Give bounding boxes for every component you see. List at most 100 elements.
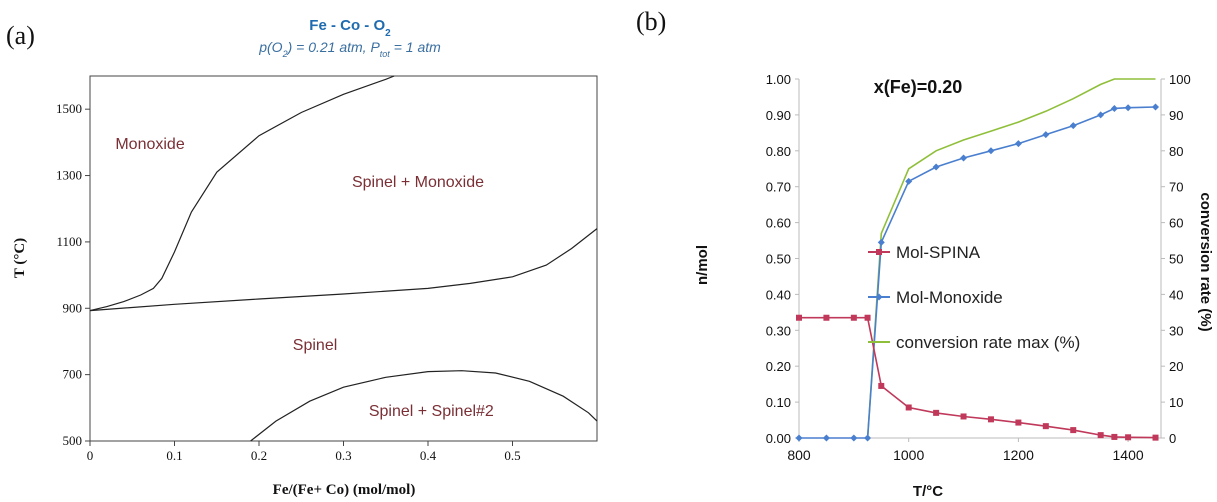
y-tick-label: 0.00 bbox=[766, 431, 791, 446]
phase-region-labels: Monoxide Spinel + Monoxide Spinel Spinel + … bbox=[115, 136, 494, 420]
data-point bbox=[933, 409, 940, 416]
data-point bbox=[1152, 434, 1159, 441]
legend-swatch-marker bbox=[875, 293, 883, 301]
y-tick-label: 0.60 bbox=[766, 216, 791, 231]
y-tick-label: 500 bbox=[63, 433, 83, 448]
x-tick-label: 800 bbox=[787, 447, 811, 463]
region-label: Spinel + Monoxide bbox=[352, 174, 484, 191]
y2-tick-label: 90 bbox=[1169, 108, 1183, 123]
conversion-chart-title: x(Fe)=0.20 bbox=[874, 77, 963, 97]
y2-tick-label: 70 bbox=[1169, 180, 1183, 195]
y2-tick-label: 80 bbox=[1169, 144, 1183, 159]
conversion-chart-series bbox=[795, 78, 1160, 442]
legend-item: Mol-SPINA bbox=[868, 243, 981, 262]
data-point bbox=[1070, 427, 1077, 434]
x-tick-label: 0 bbox=[87, 448, 94, 463]
y-tick-label: 1.00 bbox=[766, 72, 791, 87]
legend-label: Mol-Monoxide bbox=[896, 288, 1003, 307]
y2-tick-label: 10 bbox=[1169, 395, 1183, 410]
y-tick-label: 0.80 bbox=[766, 144, 791, 159]
y2-tick-label: 20 bbox=[1169, 359, 1183, 374]
phase-boundary-3 bbox=[250, 370, 598, 442]
data-point bbox=[878, 382, 885, 389]
series-conversion-rate-max bbox=[866, 78, 1156, 439]
y2-tick-label: 40 bbox=[1169, 287, 1183, 302]
series-line bbox=[799, 106, 1156, 439]
conversion-chart-y-ticks: 0.00 0.10 0.20 0.30 0.40 0.50 0.60 0.70 0.80 0.90… bbox=[766, 72, 799, 446]
conversion-chart-y2-axis-label: conversion rate (%) bbox=[1197, 192, 1214, 331]
phase-diagram-title: Fe - Co - O2 bbox=[309, 17, 391, 39]
panel-a: (a) Fe - Co - O2 p(O2) = 0.21 atm, Ptot … bbox=[6, 17, 598, 498]
conversion-chart-legend: Mol-SPINA Mol-Monoxide conversion rate max… bbox=[868, 243, 1080, 352]
x-tick-label: 1400 bbox=[1113, 447, 1144, 463]
data-point bbox=[864, 434, 872, 442]
legend-label: Mol-SPINA bbox=[896, 243, 981, 262]
y2-tick-label: 0 bbox=[1169, 431, 1176, 446]
data-point bbox=[905, 404, 912, 411]
y-tick-label: 0.70 bbox=[766, 180, 791, 195]
phase-boundary-curves bbox=[89, 75, 598, 442]
data-point bbox=[1097, 432, 1104, 439]
y-tick-label: 0.90 bbox=[766, 108, 791, 123]
phase-diagram-plot-frame bbox=[89, 75, 598, 442]
y-tick-label: 0.20 bbox=[766, 359, 791, 374]
x-tick-label: 1200 bbox=[1003, 447, 1034, 463]
region-label: Monoxide bbox=[115, 136, 184, 153]
data-point bbox=[1042, 131, 1050, 139]
data-point bbox=[1097, 111, 1105, 119]
y2-tick-label: 50 bbox=[1169, 252, 1183, 267]
data-point bbox=[1110, 104, 1118, 112]
data-point bbox=[1124, 104, 1132, 112]
region-label: Spinel bbox=[293, 337, 337, 354]
series-line bbox=[799, 316, 1156, 439]
data-point bbox=[932, 163, 940, 171]
y2-tick-label: 60 bbox=[1169, 216, 1183, 231]
data-point bbox=[960, 413, 967, 420]
x-tick-label: 0.3 bbox=[335, 448, 351, 463]
series-mol-monoxide bbox=[795, 103, 1160, 442]
data-point bbox=[905, 177, 913, 185]
data-point bbox=[987, 416, 994, 423]
data-point bbox=[1015, 419, 1022, 426]
panel-b: (b) x(Fe)=0.20 800 1000 1200 1400 0.000.100… bbox=[636, 7, 1214, 500]
data-point bbox=[795, 434, 803, 442]
panel-label-b: (b) bbox=[636, 7, 666, 36]
data-point bbox=[1152, 103, 1160, 111]
x-tick-label: 0.5 bbox=[504, 448, 520, 463]
legend-item: conversion rate max (%) bbox=[868, 333, 1080, 352]
data-point bbox=[1125, 434, 1132, 441]
y-tick-label: 0.50 bbox=[766, 252, 791, 267]
conversion-chart-y-axis-label: n/mol bbox=[694, 245, 711, 285]
series-line bbox=[866, 78, 1156, 439]
x-tick-label: 1000 bbox=[893, 447, 924, 463]
series-mol-spina bbox=[796, 314, 1159, 441]
data-point bbox=[796, 314, 802, 321]
data-point bbox=[1014, 140, 1022, 148]
y-tick-label: 0.30 bbox=[766, 323, 791, 338]
conversion-chart-x-ticks: 800 1000 1200 1400 bbox=[787, 438, 1144, 463]
legend-swatch-marker bbox=[876, 249, 882, 255]
data-point bbox=[822, 434, 830, 442]
conversion-chart-y2-ticks: 0 10 20 30 40 50 60 70 80 90 100 bbox=[1161, 72, 1191, 446]
conversion-chart-x-axis-label: T/°C bbox=[913, 483, 943, 500]
data-point bbox=[877, 238, 885, 246]
phase-diagram-x-ticks: 0 0.1 0.2 0.3 0.4 0.5 bbox=[87, 441, 521, 463]
y-tick-label: 1300 bbox=[56, 168, 82, 183]
legend-item: Mol-Monoxide bbox=[868, 288, 1003, 307]
phase-diagram-y-axis-label: T (°C) bbox=[12, 238, 28, 278]
phase-diagram-x-axis-label: Fe/(Fe+ Co) (mol/mol) bbox=[273, 482, 416, 498]
phase-diagram-y-ticks: 500 700 900 1100 1300 1500 bbox=[56, 101, 90, 448]
phase-boundary-2 bbox=[89, 228, 598, 312]
y-tick-label: 1500 bbox=[56, 101, 82, 116]
x-tick-label: 0.1 bbox=[166, 448, 182, 463]
legend-label: conversion rate max (%) bbox=[896, 333, 1080, 352]
data-point bbox=[1042, 423, 1049, 430]
y-tick-label: 900 bbox=[63, 300, 83, 315]
x-tick-label: 0.2 bbox=[251, 448, 267, 463]
panel-label-a: (a) bbox=[6, 21, 35, 50]
y-tick-label: 700 bbox=[63, 367, 83, 382]
y-tick-label: 1100 bbox=[56, 234, 82, 249]
data-point bbox=[1069, 122, 1077, 130]
y-tick-label: 0.40 bbox=[766, 287, 791, 302]
